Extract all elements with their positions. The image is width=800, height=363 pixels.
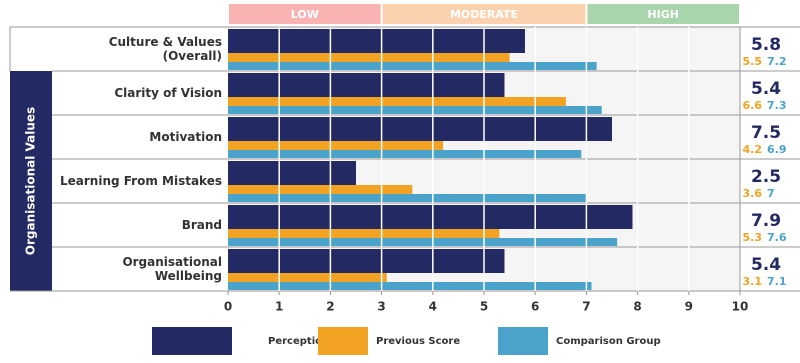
bar [228,161,356,185]
bar [228,29,525,53]
x-tick-label: 9 [685,300,693,314]
bar [228,62,597,70]
score-value: 5.4 [751,79,781,99]
x-tick-label: 10 [732,300,749,314]
score-value: 2.5 [751,167,781,187]
bar [228,229,500,238]
band-label: LOW [291,8,319,21]
band-label: HIGH [647,8,679,21]
bar [228,249,505,273]
category-label: Organisational Wellbeing [122,255,222,283]
bar [228,73,505,97]
bar [228,141,444,150]
category-label: Culture & Values (Overall) [108,35,222,63]
category-label: Clarity of Vision [114,86,222,100]
legend-swatch [498,327,548,355]
comparison-value: 7.1 [767,275,787,288]
legend-label: Perception [268,336,329,347]
x-tick-label: 2 [326,300,334,314]
legend-label: Previous Score [376,336,460,347]
bar [228,117,612,141]
category-label: Learning From Mistakes [59,174,222,188]
bar [228,273,387,282]
previous-value: 3.1 [743,275,763,288]
category-label: Brand [181,218,222,232]
legend-swatch [152,327,232,355]
previous-value: 3.6 [743,187,763,200]
group-box [10,71,52,291]
previous-value: 5.3 [743,231,763,244]
bar [228,97,566,106]
comparison-value: 7.6 [767,231,787,244]
bar [228,238,618,246]
x-tick-label: 7 [582,300,590,314]
bar [228,205,633,229]
score-value: 5.4 [751,255,781,275]
x-tick-label: 5 [480,300,488,314]
legend-swatch [318,327,368,355]
x-tick-label: 1 [275,300,283,314]
bar [228,53,510,62]
comparison-value: 7.2 [767,55,787,68]
comparison-value: 7 [767,187,775,200]
previous-value: 4.2 [743,143,763,156]
x-tick-label: 3 [377,300,385,314]
comparison-value: 7.3 [767,99,787,112]
group-label: Organisational Values [24,107,38,255]
x-tick-label: 0 [224,300,232,314]
bar [228,194,587,202]
band [382,4,586,24]
x-tick-label: 6 [531,300,539,314]
bar [228,106,602,114]
x-tick-label: 4 [429,300,437,314]
bar [228,185,413,194]
previous-value: 6.6 [743,99,763,112]
x-tick-label: 8 [633,300,641,314]
band [587,4,739,24]
bar [228,282,592,290]
legend-label: Comparison Group [556,336,661,347]
previous-value: 5.5 [743,55,763,68]
comparison-value: 6.9 [767,143,787,156]
score-value: 7.5 [751,123,781,143]
category-label: Motivation [149,130,222,144]
score-value: 7.9 [751,211,781,231]
band [229,4,381,24]
score-value: 5.8 [751,35,781,55]
band-label: MODERATE [450,8,518,21]
bar [228,150,582,158]
